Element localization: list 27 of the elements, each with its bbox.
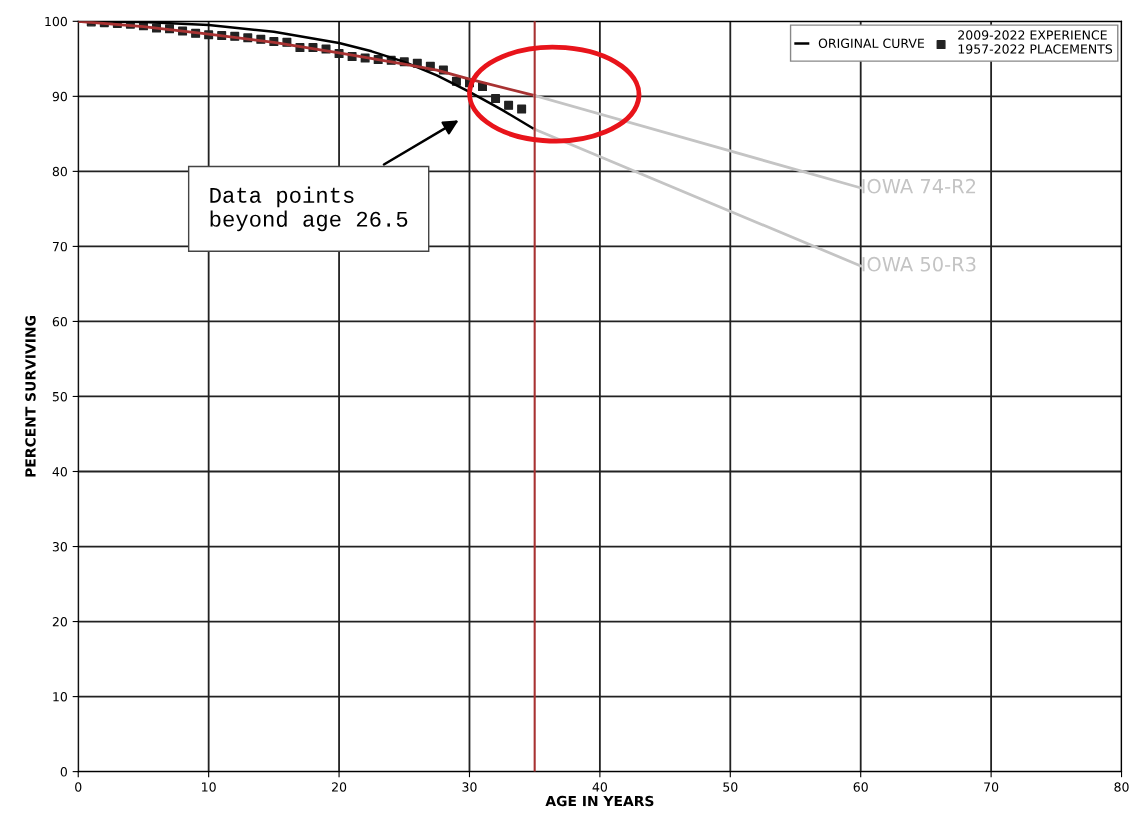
x-tick-label: 20 [332, 782, 347, 792]
x-tick-label: 80 [1114, 782, 1129, 792]
y-tick-label: 90 [52, 91, 67, 102]
x-tick-label: 70 [984, 782, 999, 792]
x-tick-label: 30 [462, 782, 477, 792]
y-tick-label: 100 [45, 16, 67, 27]
annotation: Data points beyond age 26.5 [210, 186, 408, 232]
legend-label: 2009-2022 EXPERIENCE 1957-2022 PLACEMENTS [958, 30, 1113, 54]
y-tick-label: 50 [52, 391, 67, 402]
y-tick-label: 80 [52, 166, 67, 177]
y-tick-label: 70 [52, 241, 67, 252]
y-axis-title: PERCENT SURVIVING [25, 316, 36, 477]
y-tick-label: 30 [52, 542, 67, 552]
y-tick-label: 20 [52, 617, 67, 627]
x-tick-label: 40 [592, 782, 608, 792]
x-tick-label: 60 [853, 782, 868, 792]
x-axis-title: AGE IN YEARS [545, 795, 654, 807]
series-label: IOWA 50-R3 [862, 256, 976, 272]
y-tick-label: 0 [60, 767, 67, 777]
y-tick-label: 40 [52, 466, 67, 477]
legend-label: ORIGINAL CURVE [818, 38, 925, 49]
x-tick-label: 50 [723, 782, 738, 792]
y-tick-label: 60 [52, 316, 67, 327]
x-tick-label: 10 [202, 782, 216, 792]
x-tick-label: 0 [75, 782, 82, 792]
y-tick-label: 10 [53, 692, 67, 702]
series-label: IOWA 74-R2 [862, 178, 976, 194]
